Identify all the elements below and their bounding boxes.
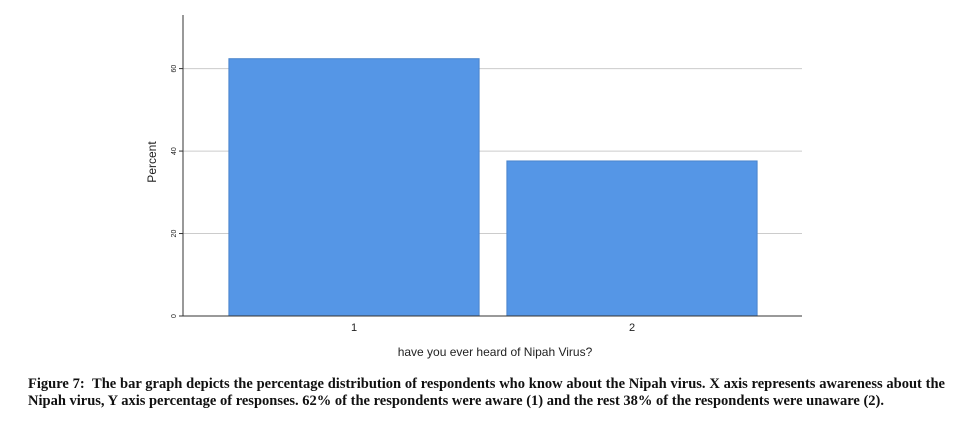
y-tick-label: 60 [171,65,178,73]
y-tick-label: 40 [171,147,178,155]
bar [228,58,480,317]
caption: Figure 7: The bar graph depicts the perc… [28,376,945,410]
caption-text: The bar graph depicts the percentage dis… [28,376,945,409]
chart: Percent have you ever heard of Nipah Vir… [145,15,802,359]
y-tick-label: 0 [171,314,178,318]
y-axis-label: Percent [145,141,159,183]
bar [506,160,758,317]
x-tick-label: 2 [629,322,635,334]
caption-label: Figure 7: [28,376,85,392]
x-tick-label: 1 [351,322,357,334]
y-tick-label: 20 [171,230,178,238]
x-axis-label: have you ever heard of Nipah Virus? [398,345,593,359]
